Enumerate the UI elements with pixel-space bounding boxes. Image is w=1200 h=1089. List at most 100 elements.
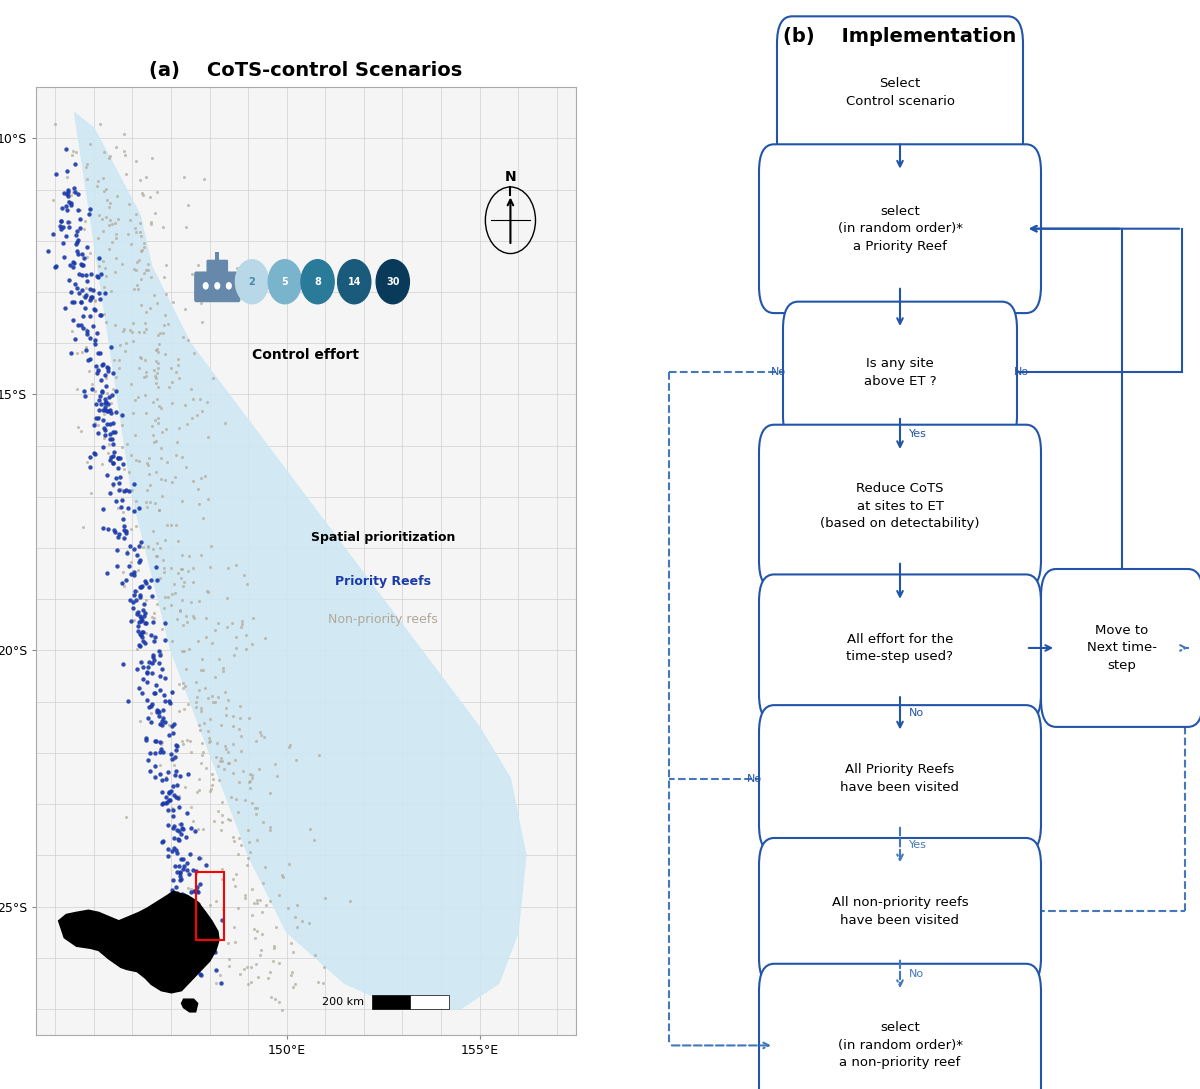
Point (130, 452, 149, 469)
Point (137, 730, 156, 747)
Point (146, 341, 166, 358)
Point (187, 406, 206, 424)
Point (194, 714, 214, 732)
Point (229, 900, 248, 917)
Point (156, 693, 175, 710)
Point (146, 548, 166, 565)
Point (101, 389, 120, 406)
Point (148, 572, 167, 589)
Point (175, 396, 194, 414)
Point (173, 643, 192, 660)
Point (145, 412, 164, 429)
Point (132, 613, 151, 631)
Point (232, 615, 251, 633)
Point (108, 460, 127, 477)
Point (187, 901, 206, 918)
Point (80, 458, 100, 476)
Point (132, 628, 151, 646)
Point (187, 932, 206, 950)
Point (281, 736, 300, 754)
Point (158, 847, 178, 865)
Point (138, 673, 157, 690)
Point (191, 876, 210, 893)
Text: All effort for the
time-step used?: All effort for the time-step used? (846, 633, 954, 663)
Point (116, 523, 136, 540)
Point (67, 225, 86, 243)
Point (71, 294, 90, 311)
Point (242, 906, 262, 923)
Point (168, 788, 187, 806)
Point (137, 624, 156, 641)
Point (125, 563, 144, 580)
Point (220, 755, 239, 772)
Point (247, 891, 266, 908)
Point (92, 210, 112, 228)
Point (145, 604, 164, 622)
Point (180, 732, 199, 749)
Point (127, 660, 146, 677)
Point (176, 660, 196, 677)
Point (108, 450, 127, 467)
Point (151, 470, 170, 488)
Point (239, 834, 258, 852)
Point (236, 626, 256, 644)
Point (224, 832, 244, 849)
Point (113, 255, 132, 272)
Point (134, 572, 154, 589)
Point (175, 894, 194, 911)
Point (252, 941, 271, 958)
Point (120, 195, 139, 212)
Point (106, 523, 125, 540)
Point (90, 306, 109, 323)
Point (113, 322, 132, 340)
Point (176, 829, 196, 846)
Point (149, 327, 168, 344)
Point (126, 205, 145, 222)
Point (107, 229, 126, 246)
Point (155, 559, 174, 576)
Point (128, 389, 148, 406)
Point (196, 467, 215, 485)
Point (185, 898, 204, 916)
Point (114, 482, 133, 500)
Point (247, 922, 266, 940)
Point (230, 617, 250, 635)
Point (78, 272, 97, 290)
Point (192, 950, 211, 967)
Point (169, 832, 188, 849)
Point (246, 930, 265, 947)
Point (102, 282, 121, 299)
Point (179, 695, 198, 712)
Point (229, 721, 248, 738)
FancyBboxPatch shape (194, 271, 240, 303)
Point (124, 587, 143, 604)
Point (157, 285, 176, 303)
Point (148, 341, 167, 358)
Point (179, 879, 198, 896)
Point (212, 662, 232, 680)
Point (125, 260, 144, 278)
Point (202, 781, 221, 798)
Text: No: No (910, 969, 924, 979)
Point (107, 225, 126, 243)
Point (251, 892, 270, 909)
Point (239, 821, 258, 839)
Point (161, 359, 180, 377)
Point (132, 610, 151, 627)
Point (188, 820, 208, 837)
Point (172, 885, 191, 903)
Point (163, 778, 182, 795)
Point (128, 561, 148, 578)
Point (132, 626, 151, 644)
Point (196, 946, 215, 964)
Point (89, 172, 108, 189)
Point (167, 446, 186, 464)
Point (193, 956, 212, 974)
Point (108, 210, 127, 228)
Point (244, 609, 263, 626)
Point (193, 650, 212, 668)
Point (223, 828, 242, 845)
Point (163, 808, 182, 825)
Point (133, 684, 152, 701)
Point (130, 551, 149, 568)
